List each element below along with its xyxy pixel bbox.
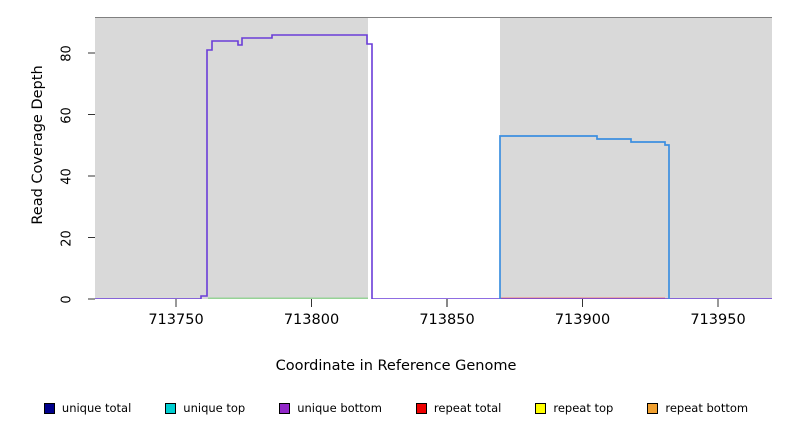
legend-item-repeat-total[interactable]: repeat total: [415, 401, 502, 415]
legend-label-unique-bottom: unique bottom: [297, 401, 382, 415]
legend-label-repeat-top: repeat top: [553, 401, 614, 415]
legend-item-repeat-top[interactable]: repeat top: [535, 401, 613, 415]
chart-legend: unique total unique top unique bottom re…: [0, 398, 792, 418]
y-axis: Read Coverage Depth 0 20 40 60 80: [0, 0, 95, 320]
shaded-region-right: [500, 17, 772, 299]
x-axis-title: Coordinate in Reference Genome: [275, 358, 517, 374]
legend-label-unique-top: unique top: [183, 401, 246, 415]
xtick-label-2: 713800: [283, 312, 340, 328]
legend-label-repeat-total: repeat total: [433, 401, 502, 415]
legend-swatch-icon-repeat-top: [535, 402, 547, 414]
legend-label-unique-total: unique total: [61, 401, 132, 415]
plot-svg: [95, 17, 772, 299]
xtick-label-3: 713850: [419, 312, 475, 328]
legend-label-repeat-bottom: repeat bottom: [665, 401, 749, 415]
xtick-label-5: 713950: [690, 312, 746, 328]
repeat-coverage-trace: [499, 135, 670, 299]
legend-swatch-icon-unique-total: [43, 402, 55, 414]
plot-region: [95, 17, 772, 299]
legend-swatch-icon-unique-bottom: [279, 402, 291, 414]
y-axis-ticks: [88, 52, 95, 300]
legend-swatch-icon-repeat-bottom: [647, 402, 659, 414]
legend-item-repeat-bottom[interactable]: repeat bottom: [647, 401, 748, 415]
legend-swatch-icon-unique-top: [165, 402, 177, 414]
legend-swatch-icon-repeat-total: [415, 402, 427, 414]
xtick-label-4: 713900: [554, 312, 611, 328]
unique-bottom-trace: [95, 34, 772, 299]
legend-item-unique-bottom[interactable]: unique bottom: [279, 401, 382, 415]
legend-item-unique-total[interactable]: unique total: [43, 401, 132, 415]
shaded-region-left: [95, 17, 368, 299]
legend-item-unique-top[interactable]: unique top: [165, 401, 245, 415]
x-axis-ticks: [175, 299, 719, 307]
xtick-label-1: 713750: [148, 312, 204, 328]
